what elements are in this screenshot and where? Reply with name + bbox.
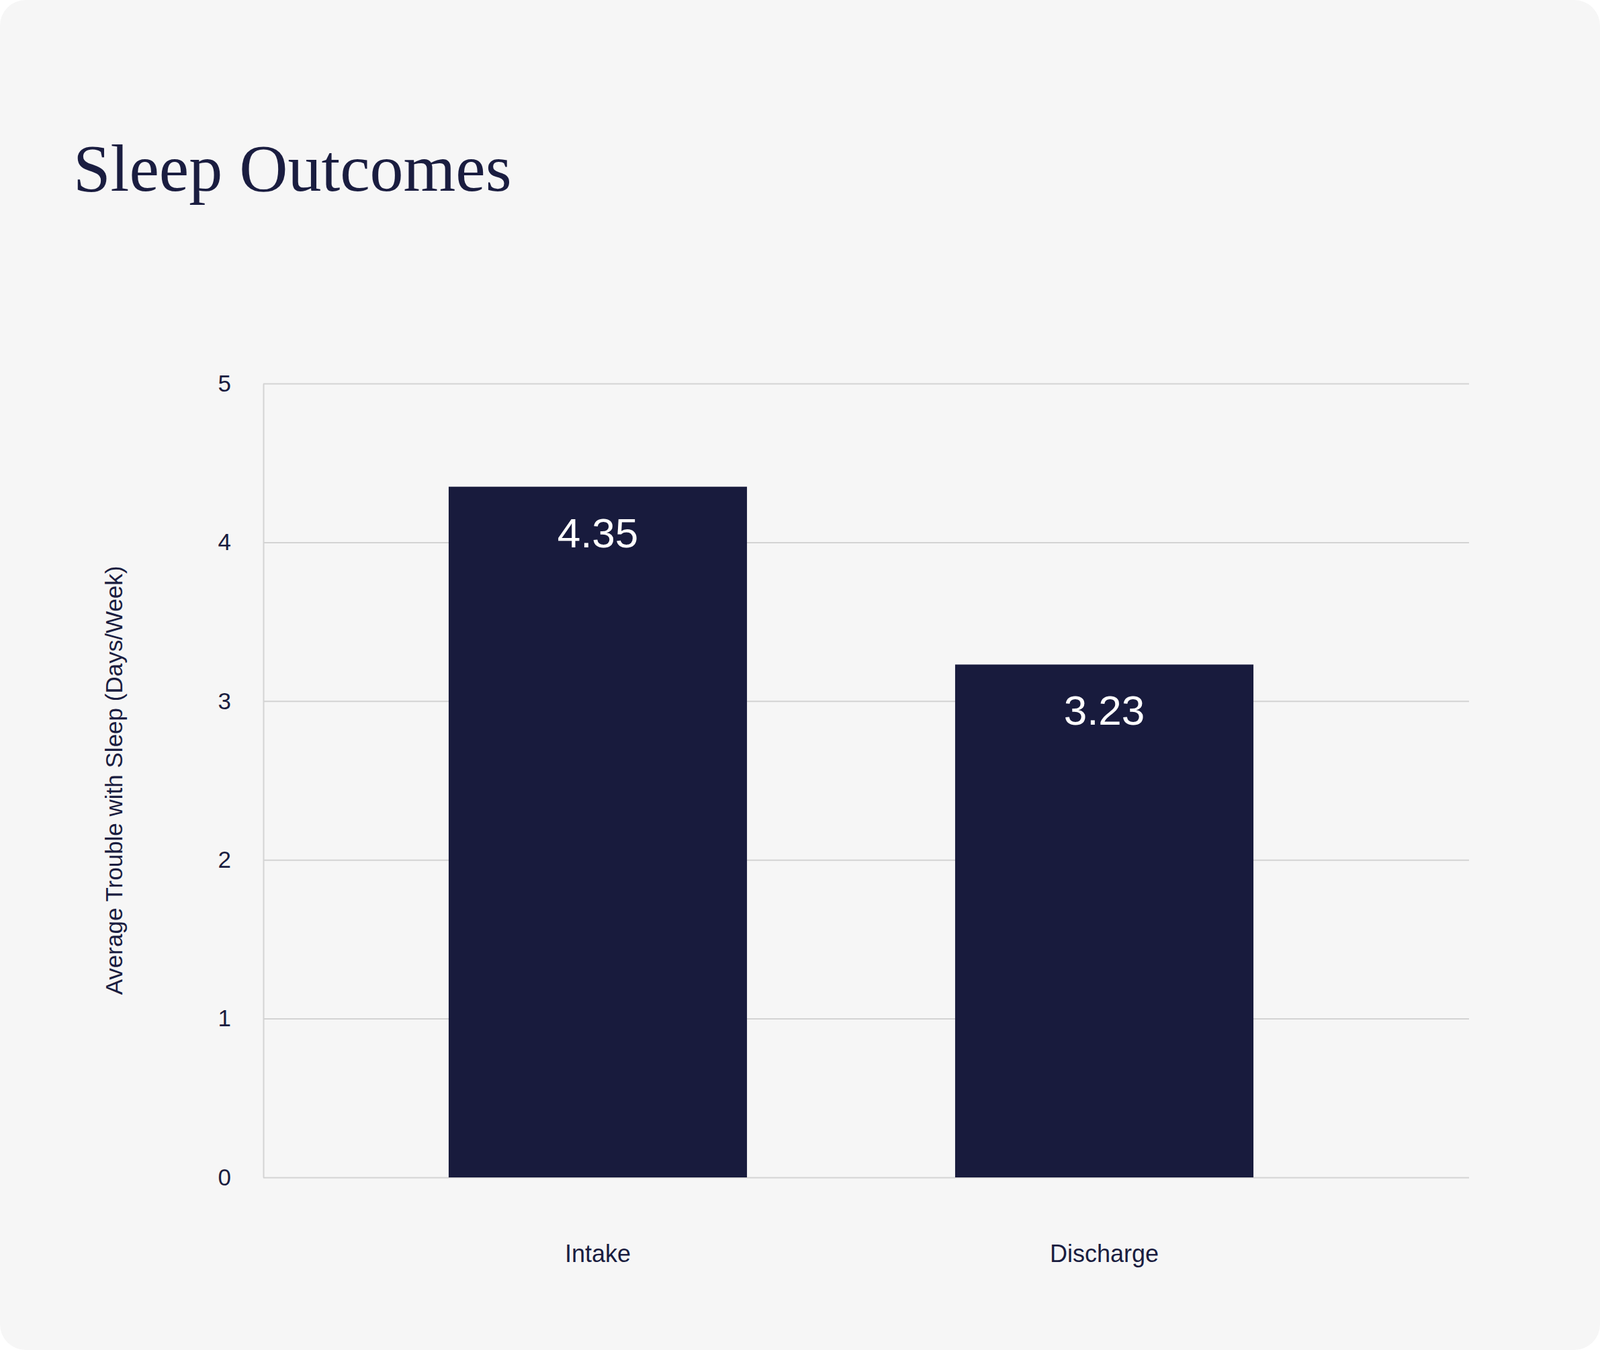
- x-tick: Intake: [564, 1239, 631, 1268]
- y-axis: 0 1 2 3 4 5: [218, 370, 1470, 1191]
- grid-line: [263, 1177, 1470, 1179]
- x-axis: Intake Discharge: [564, 1239, 1159, 1268]
- grid-line: [263, 542, 1470, 544]
- y-axis-title: Average Trouble with Sleep (Days/Week): [100, 566, 127, 996]
- title: Sleep Outcomes: [73, 130, 512, 206]
- grid-line: [263, 383, 1470, 385]
- x-tick-label: Intake: [564, 1239, 631, 1268]
- card-background: [0, 0, 1600, 1350]
- x-tick-label: Discharge: [1049, 1239, 1159, 1268]
- chart: Sleep Outcomes 0 1 2 3 4 5 Average Trouble with…: [0, 0, 1600, 1350]
- bar: [448, 486, 747, 1178]
- y-tick: 3: [218, 687, 1470, 715]
- y-tick-label: 2: [218, 846, 232, 873]
- grid-line: [263, 859, 1470, 862]
- data-labels: 4.35 3.23: [557, 509, 1146, 735]
- y-tick-label: 3: [218, 687, 232, 715]
- y-tick: 2: [218, 846, 1470, 873]
- data-label: 3.23: [1063, 687, 1146, 734]
- y-tick-label: 1: [218, 1004, 232, 1032]
- bar: [955, 664, 1254, 1178]
- y-tick: 5: [218, 370, 1470, 397]
- y-tick: 0: [218, 1164, 1470, 1191]
- y-tick: 1: [218, 1004, 1470, 1032]
- bars: [448, 486, 1254, 1178]
- y-tick-label: 0: [218, 1164, 232, 1191]
- x-tick: Discharge: [1049, 1239, 1159, 1268]
- grid-line: [263, 1018, 1470, 1020]
- y-tick: 4: [218, 528, 1470, 555]
- data-label: 4.35: [557, 509, 639, 557]
- y-axis-line: [263, 384, 265, 1179]
- grid-line: [263, 700, 1470, 702]
- y-tick-label: 4: [218, 528, 232, 555]
- y-tick-label: 5: [218, 370, 232, 397]
